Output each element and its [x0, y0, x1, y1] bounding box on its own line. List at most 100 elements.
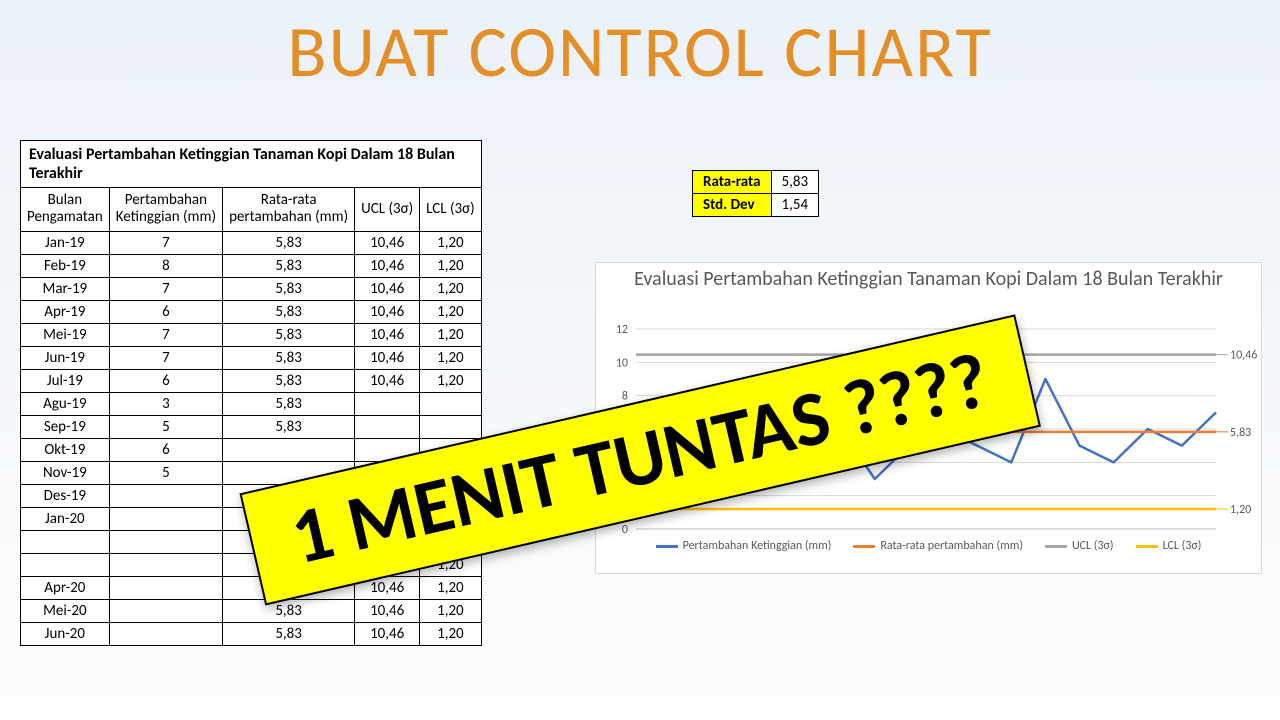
- sd-value: 1,54: [771, 194, 819, 217]
- svg-text:8: 8: [622, 390, 628, 404]
- table-cell: 1,20: [420, 323, 482, 346]
- mean-value: 5,83: [771, 171, 819, 194]
- table-cell: [109, 484, 222, 507]
- table-row: Sep-1955,83: [21, 415, 482, 438]
- table-cell: 7: [109, 277, 222, 300]
- table-row: Agu-1935,83: [21, 392, 482, 415]
- table-cell: [21, 530, 110, 553]
- table-row: Mei-20 5,8310,461,20: [21, 599, 482, 622]
- table-cell: 7: [109, 323, 222, 346]
- table-cell: Nov-19: [21, 461, 110, 484]
- table-cell: [420, 415, 482, 438]
- table-cell: 5,83: [223, 323, 355, 346]
- table-row: Apr-2010,461,20: [21, 576, 482, 599]
- table-cell: [420, 392, 482, 415]
- table-cell: 1,20: [420, 300, 482, 323]
- table-cell: 8: [109, 254, 222, 277]
- table-header: LCL (3σ): [420, 188, 482, 232]
- table-cell: 10,46: [355, 346, 420, 369]
- table-cell: 1,20: [420, 576, 482, 599]
- table-cell: [109, 530, 222, 553]
- table-cell: 5,83: [223, 254, 355, 277]
- table-cell: 5,83: [223, 415, 355, 438]
- table-cell: 10,46: [355, 277, 420, 300]
- table-cell: 5: [109, 461, 222, 484]
- table-cell: Agu-19: [21, 392, 110, 415]
- table-cell: 5,83: [223, 599, 355, 622]
- table-cell: 10,46: [355, 622, 420, 645]
- table-cell: 5,83: [223, 300, 355, 323]
- table-cell: 10,46: [355, 599, 420, 622]
- svg-text:10: 10: [616, 356, 628, 370]
- table-cell: 7: [109, 346, 222, 369]
- page-title: BUAT CONTROL CHART: [0, 8, 1280, 96]
- legend-item: LCL (3σ): [1136, 539, 1202, 553]
- table-caption: Evaluasi Pertambahan Ketinggian Tanaman …: [20, 140, 482, 187]
- table-cell: Apr-19: [21, 300, 110, 323]
- svg-text:5,83: 5,83: [1230, 426, 1251, 440]
- table-cell: 1,20: [420, 622, 482, 645]
- table-cell: 5,83: [223, 231, 355, 254]
- table-cell: Mei-20: [21, 599, 110, 622]
- table-cell: 10,46: [355, 231, 420, 254]
- legend-item: Pertambahan Ketinggian (mm): [656, 539, 832, 553]
- table-cell: [109, 599, 222, 622]
- svg-text:10,46: 10,46: [1230, 349, 1257, 363]
- table-cell: Des-19: [21, 484, 110, 507]
- table-cell: 1,20: [420, 254, 482, 277]
- table-cell: 6: [109, 300, 222, 323]
- table-cell: 1,20: [420, 346, 482, 369]
- table-cell: 6: [109, 438, 222, 461]
- sd-label: Std. Dev: [693, 194, 772, 217]
- table-header: BulanPengamatan: [21, 188, 110, 232]
- table-cell: Mei-19: [21, 323, 110, 346]
- table-cell: [21, 553, 110, 576]
- table-cell: Jun-19: [21, 346, 110, 369]
- svg-text:12: 12: [616, 323, 628, 337]
- mean-label: Rata-rata: [693, 171, 772, 194]
- table-cell: Okt-19: [21, 438, 110, 461]
- table-cell: Sep-19: [21, 415, 110, 438]
- table-cell: Jan-20: [21, 507, 110, 530]
- table-cell: 5,83: [223, 369, 355, 392]
- table-cell: [223, 438, 355, 461]
- table-cell: 10,46: [355, 323, 420, 346]
- table-header: PertambahanKetinggian (mm): [109, 188, 222, 232]
- table-cell: 1,20: [420, 599, 482, 622]
- table-row: Apr-1965,8310,461,20: [21, 300, 482, 323]
- table-header: Rata-ratapertambahan (mm): [223, 188, 355, 232]
- table-cell: 5,83: [223, 346, 355, 369]
- table-cell: Jul-19: [21, 369, 110, 392]
- table-cell: 3: [109, 392, 222, 415]
- table-row: Mei-1975,8310,461,20: [21, 323, 482, 346]
- table-cell: Mar-19: [21, 277, 110, 300]
- table-cell: 5,83: [223, 392, 355, 415]
- table-cell: 5,83: [223, 277, 355, 300]
- table-cell: Apr-20: [21, 576, 110, 599]
- chart-title: Evaluasi Pertambahan Ketinggian Tanaman …: [596, 263, 1261, 291]
- table-cell: 5: [109, 415, 222, 438]
- table-cell: 1,20: [420, 231, 482, 254]
- table-row: Jan-1975,8310,461,20: [21, 231, 482, 254]
- legend-item: Rata-rata pertambahan (mm): [853, 539, 1023, 553]
- svg-text:0: 0: [622, 523, 628, 535]
- svg-text:1,20: 1,20: [1230, 503, 1251, 517]
- table-cell: 7: [109, 231, 222, 254]
- table-row: Feb-1985,8310,461,20: [21, 254, 482, 277]
- table-cell: Jan-19: [21, 231, 110, 254]
- table-cell: [109, 576, 222, 599]
- stats-table: Rata-rata 5,83 Std. Dev 1,54: [692, 170, 819, 217]
- table-cell: 6: [109, 369, 222, 392]
- table-cell: 1,20: [420, 369, 482, 392]
- chart-legend: Pertambahan Ketinggian (mm) Rata-rata per…: [596, 535, 1261, 559]
- legend-item: UCL (3σ): [1045, 539, 1114, 553]
- table-cell: [109, 553, 222, 576]
- table-cell: Feb-19: [21, 254, 110, 277]
- table-header: UCL (3σ): [355, 188, 420, 232]
- table-cell: [109, 622, 222, 645]
- table-cell: 10,46: [355, 254, 420, 277]
- table-cell: [355, 415, 420, 438]
- table-cell: 10,46: [355, 300, 420, 323]
- table-cell: [109, 507, 222, 530]
- table-row: Jul-1965,8310,461,20: [21, 369, 482, 392]
